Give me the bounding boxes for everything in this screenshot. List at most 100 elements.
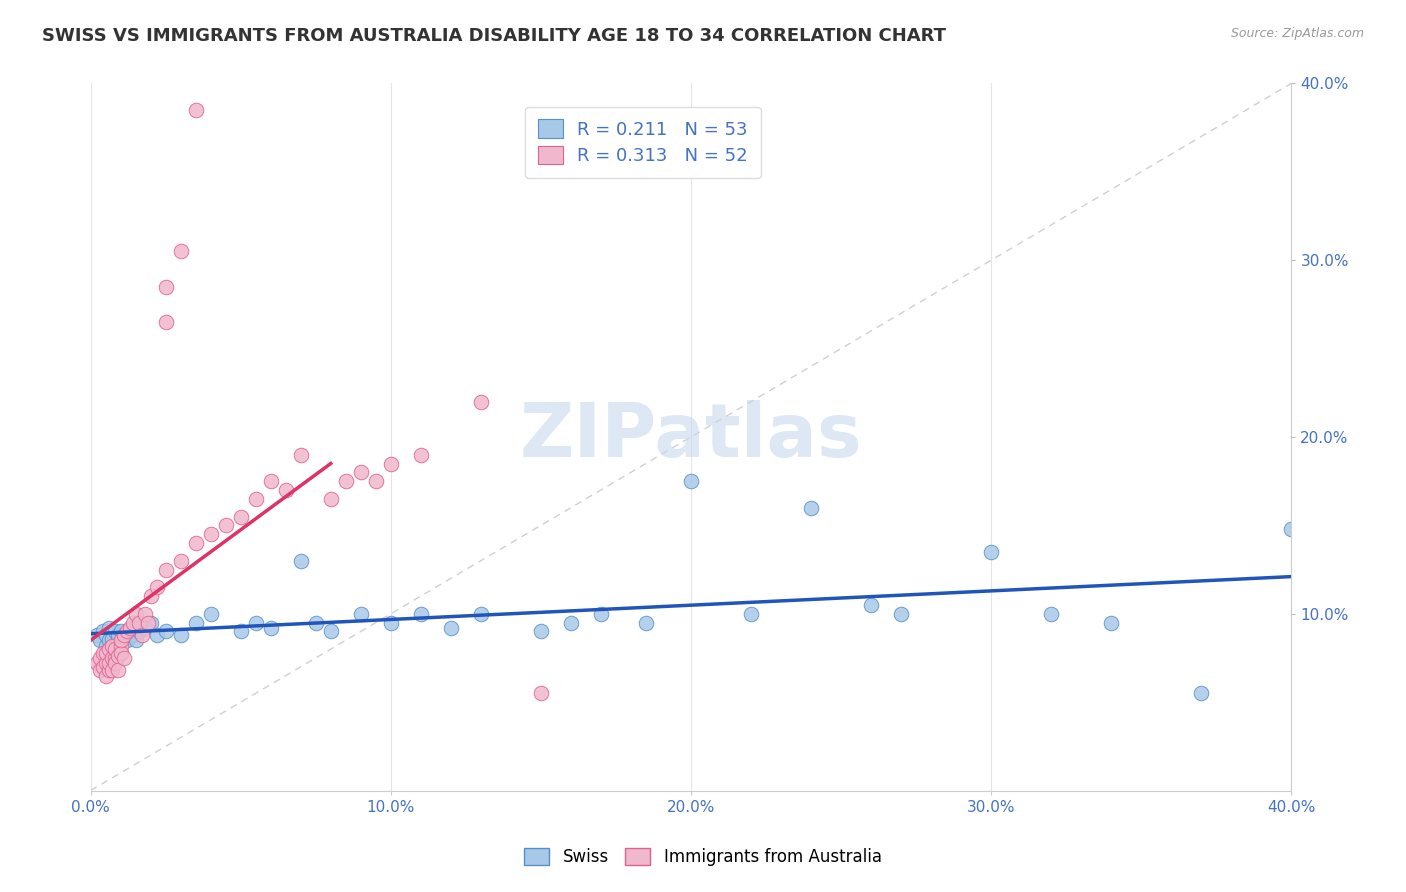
Point — [94, 668, 117, 682]
Point — [112, 628, 135, 642]
Point — [97, 663, 120, 677]
Text: Source: ZipAtlas.com: Source: ZipAtlas.com — [1230, 27, 1364, 40]
Point — [560, 615, 582, 630]
Point — [184, 103, 207, 117]
Point — [800, 500, 823, 515]
Point — [380, 457, 402, 471]
Point — [155, 279, 177, 293]
Point — [200, 607, 222, 621]
Text: SWISS VS IMMIGRANTS FROM AUSTRALIA DISABILITY AGE 18 TO 34 CORRELATION CHART: SWISS VS IMMIGRANTS FROM AUSTRALIA DISAB… — [42, 27, 946, 45]
Point — [530, 624, 553, 639]
Point — [89, 633, 111, 648]
Point — [115, 633, 138, 648]
Point — [274, 483, 297, 497]
Point — [86, 657, 108, 671]
Point — [305, 615, 328, 630]
Point — [155, 624, 177, 639]
Point — [124, 633, 146, 648]
Point — [1279, 522, 1302, 536]
Point — [107, 649, 129, 664]
Point — [104, 651, 127, 665]
Point — [145, 580, 167, 594]
Point — [136, 615, 159, 630]
Point — [1189, 686, 1212, 700]
Legend: R = 0.211   N = 53, R = 0.313   N = 52: R = 0.211 N = 53, R = 0.313 N = 52 — [524, 107, 761, 178]
Legend: Swiss, Immigrants from Australia: Swiss, Immigrants from Australia — [516, 840, 890, 875]
Point — [169, 628, 191, 642]
Text: ZIPatlas: ZIPatlas — [520, 401, 862, 474]
Point — [104, 642, 127, 657]
Point — [91, 660, 114, 674]
Point — [1040, 607, 1063, 621]
Point — [97, 633, 120, 648]
Point — [100, 632, 122, 646]
Point — [121, 628, 143, 642]
Point — [107, 663, 129, 677]
Point — [380, 615, 402, 630]
Point — [634, 615, 657, 630]
Point — [470, 607, 492, 621]
Point — [145, 628, 167, 642]
Point — [364, 474, 387, 488]
Point — [128, 624, 150, 639]
Point — [131, 628, 153, 642]
Point — [470, 394, 492, 409]
Point — [134, 621, 156, 635]
Point — [97, 621, 120, 635]
Point — [107, 628, 129, 642]
Point — [128, 615, 150, 630]
Point — [121, 615, 143, 630]
Point — [440, 621, 463, 635]
Point — [112, 651, 135, 665]
Point — [740, 607, 762, 621]
Point — [155, 563, 177, 577]
Point — [100, 651, 122, 665]
Point — [94, 639, 117, 653]
Point — [100, 639, 122, 653]
Point — [97, 642, 120, 657]
Point — [124, 607, 146, 621]
Point — [118, 624, 141, 639]
Point — [118, 621, 141, 635]
Point — [980, 545, 1002, 559]
Point — [350, 466, 373, 480]
Point — [184, 536, 207, 550]
Point — [112, 628, 135, 642]
Point — [104, 624, 127, 639]
Point — [290, 554, 312, 568]
Point — [110, 646, 132, 660]
Point — [89, 651, 111, 665]
Point — [229, 509, 252, 524]
Point — [115, 624, 138, 639]
Point — [110, 624, 132, 639]
Point — [110, 633, 132, 648]
Point — [169, 554, 191, 568]
Point — [94, 628, 117, 642]
Point — [1099, 615, 1122, 630]
Point — [134, 607, 156, 621]
Point — [229, 624, 252, 639]
Point — [589, 607, 612, 621]
Point — [245, 615, 267, 630]
Point — [155, 315, 177, 329]
Point — [94, 646, 117, 660]
Point — [679, 474, 702, 488]
Point — [409, 607, 432, 621]
Point — [215, 518, 238, 533]
Point — [350, 607, 373, 621]
Point — [100, 663, 122, 677]
Point — [260, 474, 283, 488]
Point — [530, 686, 553, 700]
Point — [890, 607, 912, 621]
Point — [97, 657, 120, 671]
Point — [290, 448, 312, 462]
Point — [110, 639, 132, 653]
Point — [104, 657, 127, 671]
Point — [89, 663, 111, 677]
Point — [860, 598, 883, 612]
Point — [245, 491, 267, 506]
Point — [139, 615, 162, 630]
Point — [169, 244, 191, 259]
Point — [409, 448, 432, 462]
Point — [91, 624, 114, 639]
